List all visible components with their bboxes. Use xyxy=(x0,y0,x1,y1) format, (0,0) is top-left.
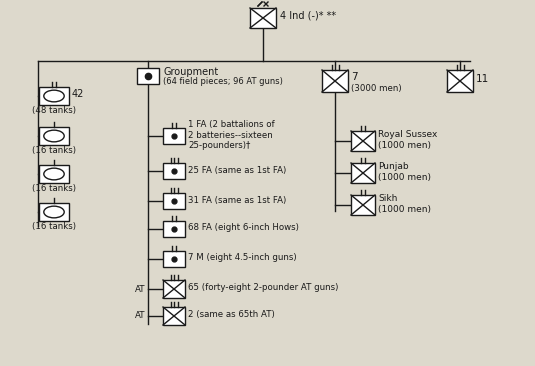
Bar xyxy=(163,307,185,325)
Text: 68 FA (eight 6-inch Hows): 68 FA (eight 6-inch Hows) xyxy=(188,224,299,232)
Text: 1 FA (2 battalions of
2 batteries--sixteen
25-pounders)†: 1 FA (2 battalions of 2 batteries--sixte… xyxy=(188,120,274,150)
Text: 11: 11 xyxy=(476,74,489,84)
Text: (16 tanks): (16 tanks) xyxy=(32,146,76,156)
Ellipse shape xyxy=(44,130,64,142)
Text: 25 FA (same as 1st FA): 25 FA (same as 1st FA) xyxy=(188,165,286,175)
Ellipse shape xyxy=(44,90,64,102)
Bar xyxy=(351,131,375,151)
Text: Sikh
(1000 men): Sikh (1000 men) xyxy=(378,194,431,214)
Text: (48 tanks): (48 tanks) xyxy=(32,107,76,116)
Bar xyxy=(163,221,185,237)
Text: 42: 42 xyxy=(72,89,85,99)
Bar xyxy=(163,193,185,209)
Text: AT: AT xyxy=(134,311,145,321)
Text: 31 FA (same as 1st FA): 31 FA (same as 1st FA) xyxy=(188,195,286,205)
Text: AT: AT xyxy=(134,284,145,294)
Bar xyxy=(163,128,185,144)
Text: (3000 men): (3000 men) xyxy=(351,83,402,93)
Text: 7: 7 xyxy=(351,72,357,82)
Bar xyxy=(163,163,185,179)
Bar xyxy=(447,70,473,92)
Bar xyxy=(322,70,348,92)
Text: Royal Sussex
(1000 men): Royal Sussex (1000 men) xyxy=(378,130,438,150)
Ellipse shape xyxy=(44,168,64,180)
Text: Groupment: Groupment xyxy=(163,67,218,77)
Bar xyxy=(250,8,276,28)
Bar xyxy=(137,68,159,84)
Text: (16 tanks): (16 tanks) xyxy=(32,223,76,232)
Text: 65 (forty-eight 2-pounder AT guns): 65 (forty-eight 2-pounder AT guns) xyxy=(188,284,338,292)
Bar xyxy=(39,203,69,221)
Ellipse shape xyxy=(44,206,64,218)
Text: (16 tanks): (16 tanks) xyxy=(32,184,76,194)
Bar xyxy=(163,280,185,298)
Text: 2 (same as 65th AT): 2 (same as 65th AT) xyxy=(188,310,275,320)
Bar xyxy=(351,195,375,215)
Text: 7 M (eight 4.5-inch guns): 7 M (eight 4.5-inch guns) xyxy=(188,254,296,262)
Text: Punjab
(1000 men): Punjab (1000 men) xyxy=(378,162,431,182)
Bar xyxy=(39,127,69,145)
Bar xyxy=(39,165,69,183)
Bar xyxy=(163,251,185,267)
Text: 4 Ind (-)* **: 4 Ind (-)* ** xyxy=(280,11,336,21)
Bar xyxy=(39,87,69,105)
Bar xyxy=(351,163,375,183)
Text: (64 field pieces; 96 AT guns): (64 field pieces; 96 AT guns) xyxy=(163,78,283,86)
